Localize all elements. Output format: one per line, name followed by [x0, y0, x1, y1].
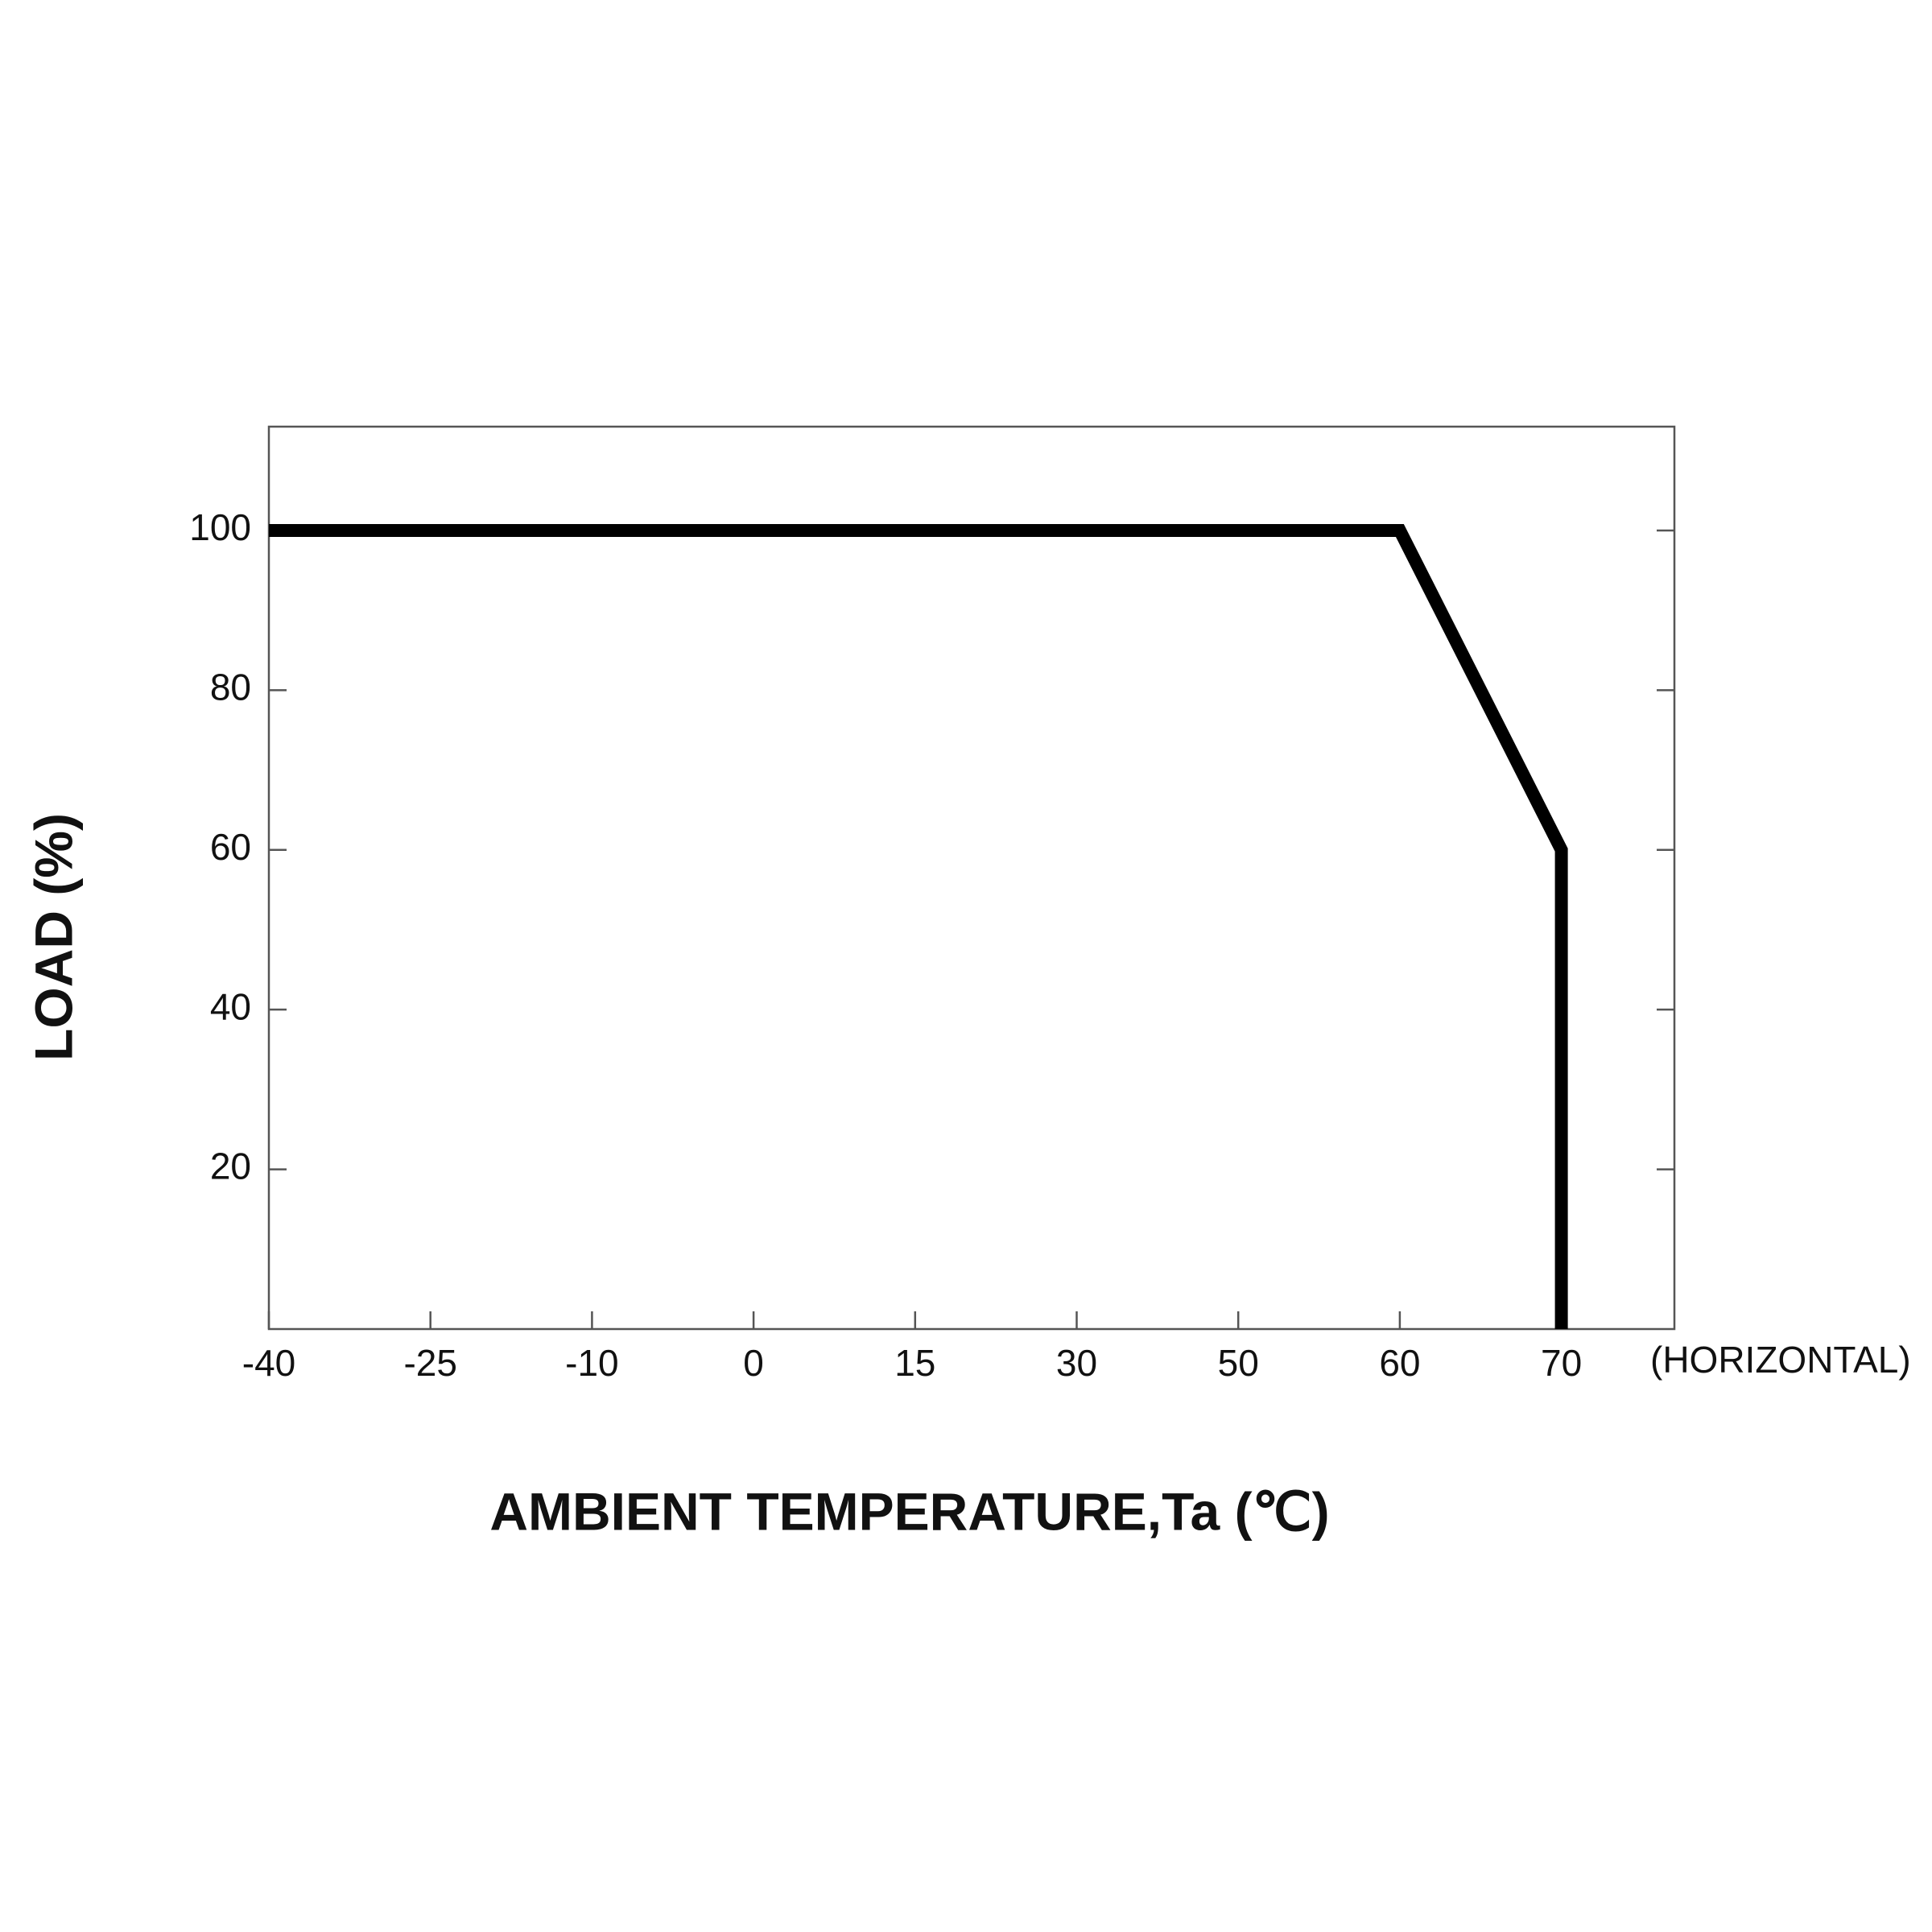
x-tick-label: 30	[1056, 1342, 1097, 1384]
y-tick-label: 60	[210, 826, 251, 868]
x-tick-label: 15	[894, 1342, 935, 1384]
x-tick-label: 0	[743, 1342, 764, 1384]
x-tick-label: 70	[1541, 1342, 1582, 1384]
y-axis-title: LOAD (%)	[23, 813, 83, 1061]
plot-frame	[267, 425, 1676, 1331]
x-tick-label: 60	[1379, 1342, 1420, 1384]
line	[269, 523, 1568, 1329]
y-tick-label: 20	[210, 1146, 251, 1187]
x-tick-label: -40	[242, 1342, 295, 1384]
x-axis-title: AMBIENT TEMPERATURE,Ta (℃)	[489, 1481, 1329, 1541]
y-tick-label: 40	[210, 985, 251, 1027]
y-tick-label: 80	[210, 667, 251, 708]
x-tick-label: -25	[403, 1342, 456, 1384]
x-tick-label: 50	[1218, 1342, 1259, 1384]
y-tick-label: 100	[189, 506, 251, 548]
x-tick-label: -10	[565, 1342, 618, 1384]
annotation: (HORIZONTAL)	[1650, 1339, 1911, 1381]
